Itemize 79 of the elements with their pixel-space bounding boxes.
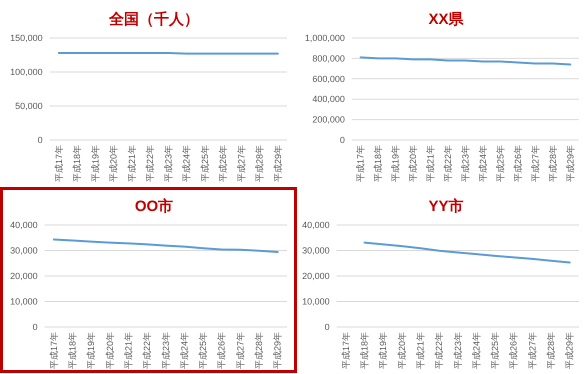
y-tick-label: 40,000 xyxy=(10,220,38,230)
line-series xyxy=(52,238,279,254)
y-tick-label: 400,000 xyxy=(312,94,345,104)
chart-title: YY市 xyxy=(428,197,464,215)
y-tick-label: 40,000 xyxy=(302,220,330,230)
x-tick-label: 平成18年 xyxy=(68,332,78,370)
line-series xyxy=(364,242,571,264)
x-tick-label: 平成23年 xyxy=(163,145,174,182)
y-tick-label: 50,000 xyxy=(15,101,43,111)
x-tick-label: 平成20年 xyxy=(408,145,418,182)
x-tick-label: 平成21年 xyxy=(126,145,137,182)
x-tick-label: 平成23年 xyxy=(452,332,463,370)
x-tick-label: 平成25年 xyxy=(198,332,208,370)
x-tick-label: 平成29年 xyxy=(565,145,576,182)
x-tick-label: 平成24年 xyxy=(179,332,190,370)
x-tick-label: 平成25年 xyxy=(490,332,500,370)
x-tick-label: 平成19年 xyxy=(90,145,100,182)
x-tick-label: 平成25年 xyxy=(200,145,210,182)
x-tick-label: 平成24年 xyxy=(182,145,192,182)
y-tick-label: 0 xyxy=(32,322,38,332)
x-tick-label: 平成27年 xyxy=(530,145,540,182)
y-tick-label: 200,000 xyxy=(312,114,345,125)
y-tick-label: 600,000 xyxy=(312,74,345,84)
x-tick-label: 平成17年 xyxy=(54,145,64,182)
y-tick-label: 0 xyxy=(340,135,345,145)
x-tick-label: 平成27年 xyxy=(527,332,538,370)
x-tick-label: 平成26年 xyxy=(218,145,228,182)
x-tick-label: 平成24年 xyxy=(478,145,488,182)
x-tick-label: 平成23年 xyxy=(160,332,171,370)
y-tick-label: 150,000 xyxy=(10,33,43,43)
x-tick-label: 平成20年 xyxy=(108,145,119,182)
x-tick-label: 平成21年 xyxy=(124,332,134,370)
y-tick-label: 20,000 xyxy=(10,271,38,281)
x-tick-label: 平成27年 xyxy=(236,145,246,182)
x-tick-label: 平成28年 xyxy=(254,332,264,370)
x-tick-label: 平成29年 xyxy=(272,332,283,370)
y-tick-label: 100,000 xyxy=(10,67,43,77)
x-tick-label: 平成28年 xyxy=(548,145,558,182)
x-tick-label: 平成29年 xyxy=(564,332,575,370)
y-tick-label: 10,000 xyxy=(302,296,330,306)
x-tick-label: 平成22年 xyxy=(442,145,453,182)
x-tick-label: 平成20年 xyxy=(104,332,115,370)
x-tick-label: 平成24年 xyxy=(471,332,482,370)
x-tick-label: 平成29年 xyxy=(272,145,283,182)
x-tick-label: 平成18年 xyxy=(360,332,370,370)
y-tick-label: 30,000 xyxy=(302,246,330,256)
x-tick-label: 平成27年 xyxy=(235,332,246,370)
chart-title: OO市 xyxy=(134,197,174,215)
x-tick-label: 平成26年 xyxy=(216,332,227,370)
x-tick-label: 平成22年 xyxy=(434,332,444,370)
x-tick-label: 平成17年 xyxy=(48,332,59,370)
x-tick-label: 平成23年 xyxy=(460,145,470,182)
x-tick-label: 平成18年 xyxy=(373,145,384,182)
x-tick-label: 平成22年 xyxy=(145,145,156,182)
x-tick-label: 平成21年 xyxy=(426,145,436,182)
x-tick-label: 平成28年 xyxy=(546,332,556,370)
x-tick-label: 平成17年 xyxy=(356,145,366,182)
x-tick-label: 平成25年 xyxy=(495,145,506,182)
y-tick-label: 0 xyxy=(38,135,43,145)
line-series xyxy=(360,56,572,66)
y-tick-label: 20,000 xyxy=(302,271,330,281)
chart-title: XX県 xyxy=(428,11,464,28)
x-tick-label: 平成28年 xyxy=(254,145,265,182)
y-tick-label: 0 xyxy=(324,322,330,332)
x-tick-label: 平成18年 xyxy=(72,145,82,182)
x-tick-label: 平成19年 xyxy=(390,145,401,182)
x-tick-label: 平成19年 xyxy=(378,332,388,370)
y-tick-label: 10,000 xyxy=(10,296,38,306)
chart-title: 全国（千人） xyxy=(108,11,199,28)
x-tick-label: 平成21年 xyxy=(416,332,426,370)
x-tick-label: 平成26年 xyxy=(512,145,523,182)
x-tick-label: 平成17年 xyxy=(340,332,351,370)
y-tick-label: 800,000 xyxy=(312,53,345,64)
y-tick-label: 30,000 xyxy=(10,246,38,256)
x-tick-label: 平成19年 xyxy=(86,332,96,370)
y-tick-label: 1,000,000 xyxy=(304,33,345,43)
x-tick-label: 平成20年 xyxy=(396,332,407,370)
x-tick-label: 平成26年 xyxy=(508,332,519,370)
x-tick-label: 平成22年 xyxy=(142,332,152,370)
